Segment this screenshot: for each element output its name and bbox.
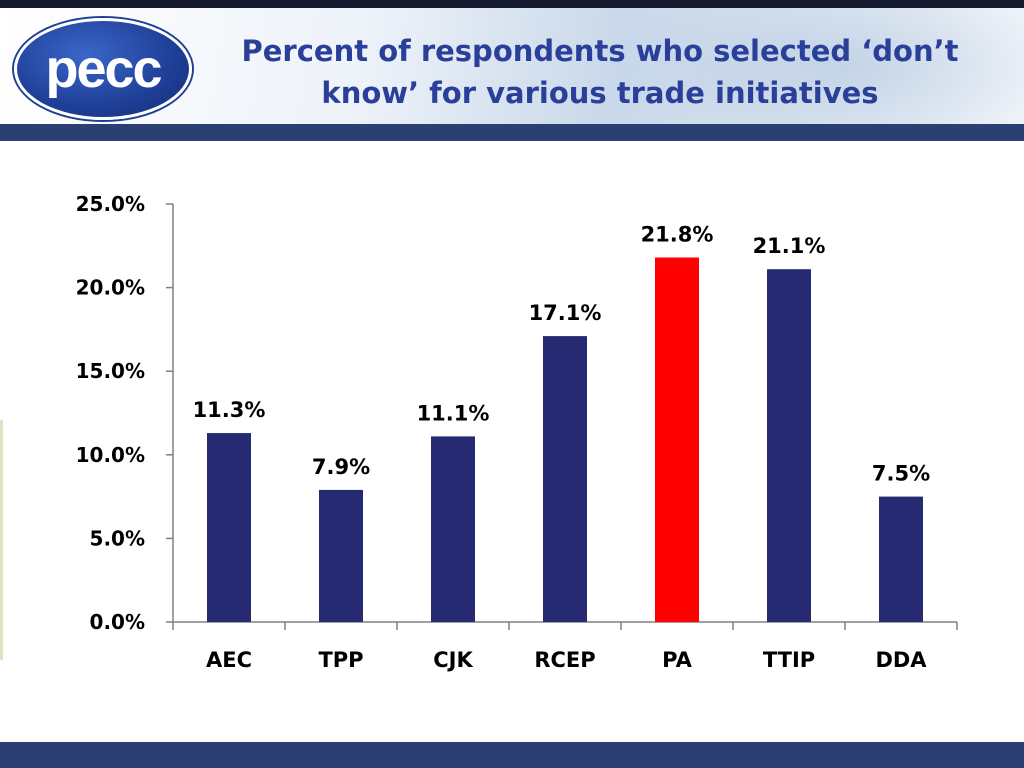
bar-aec (207, 433, 251, 622)
data-label-ttip: 21.1% (753, 234, 826, 258)
footer-band (0, 742, 1024, 768)
chart-labels: 11.3% AEC 7.9% TPP 11.1% CJK 17.1% RCEP 21.8% PA 2… (193, 223, 931, 672)
logo-text: pecc (45, 39, 162, 99)
data-label-rcep: 17.1% (529, 301, 602, 325)
y-tick-label: 10.0% (76, 443, 145, 467)
bar-pa (655, 257, 699, 622)
y-tick-label: 15.0% (76, 359, 145, 383)
data-label-tpp: 7.9% (312, 455, 370, 479)
data-label-aec: 11.3% (193, 398, 266, 422)
title-line-1: Percent of respondents who selected ‘don… (241, 34, 959, 68)
data-label-cjk: 11.1% (417, 401, 490, 425)
chart-axes: 0.0% 5.0% 10.0% 15.0% 20.0% 25.0% (76, 192, 958, 634)
bar-cjk (431, 436, 475, 622)
pecc-logo: pecc (14, 18, 192, 120)
bar-rcep (543, 336, 587, 622)
category-label-dda: DDA (875, 648, 927, 672)
category-label-cjk: CJK (433, 648, 473, 672)
header-band (0, 124, 1024, 141)
data-label-pa: 21.8% (641, 223, 714, 247)
bar-ttip (767, 269, 811, 622)
category-label-ttip: TTIP (763, 648, 815, 672)
top-strip (0, 0, 1024, 8)
category-label-pa: PA (662, 648, 692, 672)
y-tick-label: 25.0% (76, 192, 145, 216)
category-label-rcep: RCEP (534, 648, 595, 672)
data-label-dda: 7.5% (872, 462, 930, 486)
title-line-2: know’ for various trade initiatives (321, 76, 879, 110)
category-label-aec: AEC (206, 648, 252, 672)
y-tick-label: 0.0% (90, 610, 145, 634)
left-edge-decoration (0, 420, 3, 660)
category-label-tpp: TPP (318, 648, 363, 672)
y-tick-label: 5.0% (90, 526, 145, 550)
bar-dda (879, 496, 923, 622)
chart-bars (207, 257, 923, 622)
bar-tpp (319, 489, 363, 622)
page-title: Percent of respondents who selected ‘don… (190, 30, 1010, 114)
y-tick-label: 20.0% (76, 276, 145, 300)
